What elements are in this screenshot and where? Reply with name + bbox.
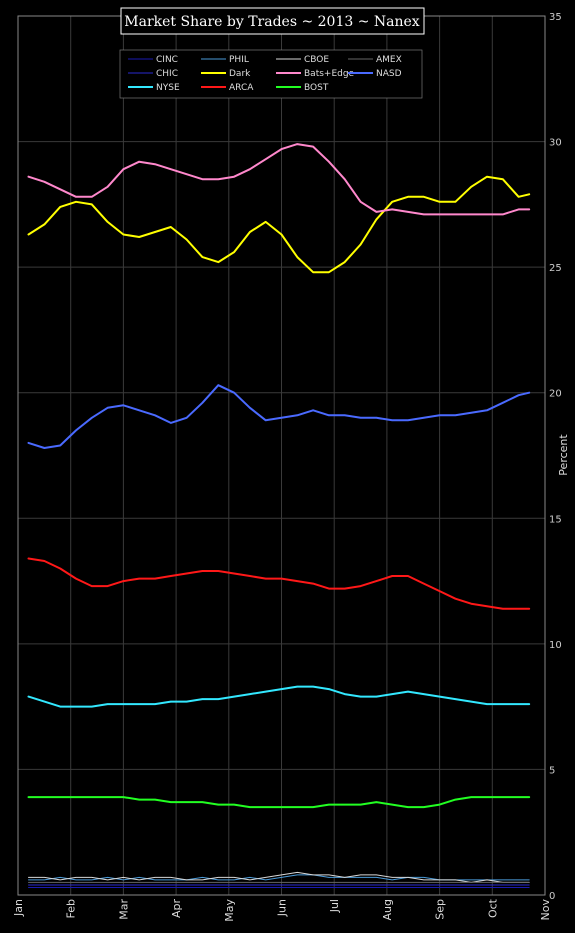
legend-label-bats-edge: Bats+Edge bbox=[304, 69, 355, 79]
chart-title: Market Share by Trades ~ 2013 ~ Nanex bbox=[124, 14, 420, 30]
title-box bbox=[120, 7, 425, 35]
x-tick-label: Sep bbox=[434, 899, 447, 920]
y-tick-label: 20 bbox=[549, 389, 562, 400]
x-tick-label: Jan bbox=[12, 899, 25, 917]
y-tick-label: 10 bbox=[549, 640, 562, 651]
x-tick-label: Aug bbox=[381, 899, 394, 920]
x-tick-label: Jun bbox=[276, 899, 289, 917]
legend-label-chic: CHIC bbox=[156, 69, 178, 79]
series-line-bats-edge bbox=[27, 143, 531, 216]
x-tick-label: Oct bbox=[486, 898, 499, 918]
grid-lines bbox=[17, 15, 546, 896]
legend-label-bost: BOST bbox=[304, 83, 329, 93]
series-line-nyse bbox=[27, 685, 531, 708]
legend-label-cinc: CINC bbox=[156, 55, 178, 65]
legend-label-phil: PHIL bbox=[229, 55, 249, 65]
y-axis-ticks: 0 5 10 15 20 25 30 35 bbox=[549, 12, 562, 902]
legend-label-arca: ARCA bbox=[229, 83, 254, 93]
x-tick-label: Nov bbox=[539, 899, 552, 921]
y-tick-label: 0 bbox=[549, 891, 555, 902]
legend-label-nasd: NASD bbox=[376, 69, 402, 79]
x-tick-label: Jul bbox=[328, 899, 341, 913]
y-tick-label: 35 bbox=[549, 12, 562, 23]
series-line-nasd bbox=[27, 384, 531, 449]
y-tick-label: 15 bbox=[549, 514, 562, 525]
series-line-bost bbox=[27, 796, 531, 809]
x-tick-label: Mar bbox=[117, 899, 130, 920]
series-line-dark bbox=[27, 175, 531, 274]
legend-label-nyse: NYSE bbox=[156, 83, 180, 93]
x-tick-label: Feb bbox=[65, 899, 78, 918]
series-line-arca bbox=[27, 557, 531, 610]
x-tick-label: Apr bbox=[170, 899, 183, 919]
series-layer bbox=[27, 143, 531, 888]
x-tick-label: May bbox=[223, 899, 236, 922]
y-axis-label: Percent bbox=[557, 434, 570, 476]
legend-label-amex: AMEX bbox=[376, 55, 402, 65]
legend-label-dark: Dark bbox=[229, 69, 251, 79]
series-line-cboe bbox=[28, 871, 530, 883]
legend-label-cboe: CBOE bbox=[304, 55, 329, 65]
y-tick-label: 5 bbox=[549, 765, 555, 776]
legend: CINC PHIL CBOE AMEX CHIC Dark Bats+Edge NASD NYS… bbox=[119, 49, 423, 99]
x-axis-ticks: Jan Feb Mar Apr May Jun Jul Aug Sep Oct Nov bbox=[12, 898, 552, 921]
y-tick-label: 30 bbox=[549, 138, 562, 149]
y-tick-label: 25 bbox=[549, 263, 562, 274]
